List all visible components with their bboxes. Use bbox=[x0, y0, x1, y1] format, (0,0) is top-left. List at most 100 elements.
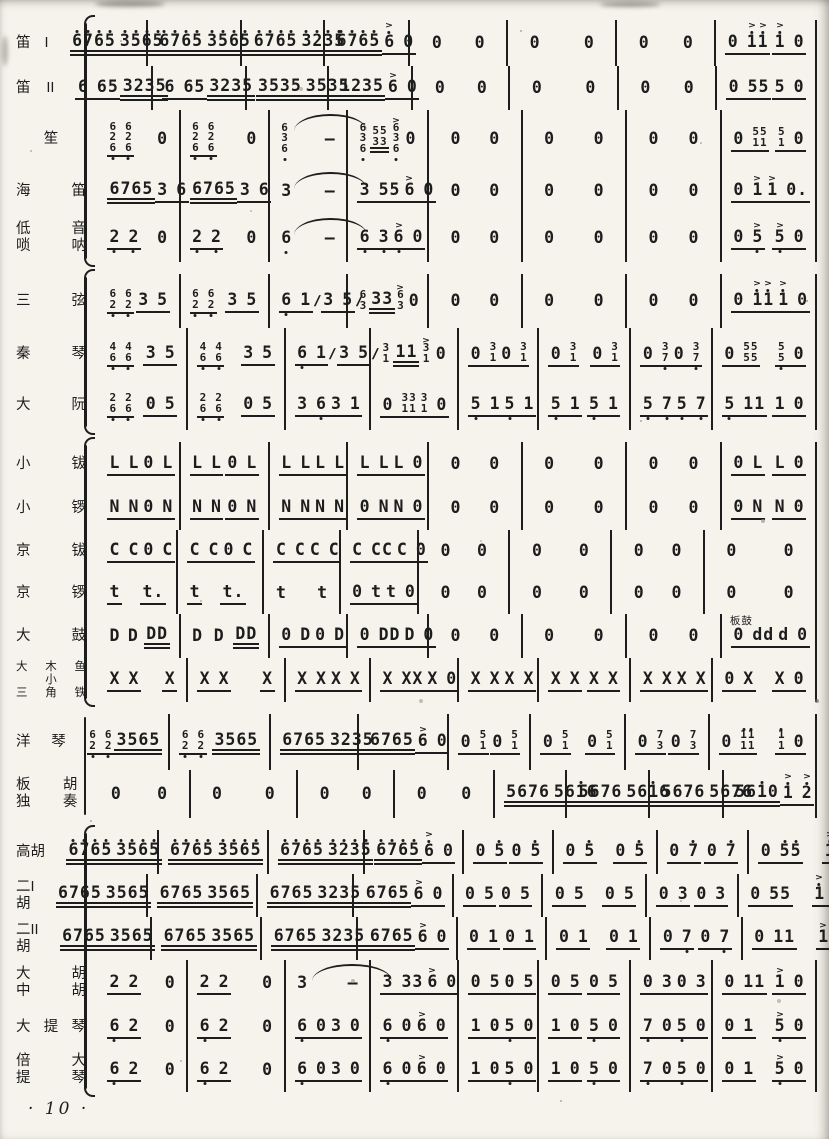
measure: 6 7 6 5 6 >0 bbox=[358, 917, 458, 960]
note-group: t bbox=[107, 582, 122, 605]
note-group: 6 >0 bbox=[385, 71, 420, 100]
instrument-label-text: 三 bbox=[16, 292, 31, 309]
note-group: 0 bbox=[246, 128, 257, 148]
staff-group: 笛 I 6 7 6 5 3 5 6 5 6 7 6 5 3 5 6 5 6 7 6 5 3 2 3 5 6 7 6 5 6 >0 0 0 0 0 0 0 0… bbox=[4, 15, 819, 267]
measure: 6 7 6 5 6 >0 bbox=[359, 714, 450, 770]
note-group: 0 bbox=[434, 77, 445, 97]
staff-row-diyin-suona: 低音唢呐 2 2 0 2 2 0 6—6 3 6 >0 0 0 0 0 0 0 0 5 >5 >0 bbox=[4, 214, 819, 262]
instrument-label: 二胡 II bbox=[4, 917, 39, 960]
measure: 6 0 6 >0 bbox=[371, 1006, 460, 1048]
instrument-label-text: 唢 bbox=[16, 238, 31, 254]
note-group: 0 bbox=[593, 290, 604, 310]
note-group: — bbox=[324, 227, 335, 247]
note-group: 0 bbox=[726, 540, 737, 560]
note-group: 0 bbox=[640, 77, 651, 97]
note-group: 0 bbox=[450, 227, 461, 247]
note-group: 6 >0 bbox=[381, 21, 416, 55]
staff-row-dagu: 大鼓 D D D D D D D D 0 D 0 D 0 D D D 0 0 0 0 0 0 0 板鼓 0 d d d 0 bbox=[4, 614, 819, 658]
note-group: D bbox=[192, 625, 203, 645]
instrument-label-text: 大 bbox=[71, 1053, 87, 1069]
instrument-label-text: 笛 bbox=[16, 79, 31, 96]
instrument-label-text: 钹 bbox=[71, 455, 87, 472]
note-group: 0 bbox=[648, 180, 659, 200]
instrument-label: 板 胡独 奏 bbox=[4, 770, 77, 818]
note-group: 0 bbox=[157, 128, 168, 148]
note-group: 6 >0 bbox=[401, 174, 436, 203]
note-group: 0 bbox=[688, 497, 699, 517]
note-group: 0 bbox=[688, 290, 699, 310]
note-group: — bbox=[347, 972, 358, 992]
measure: 3 5 5 6 >0 bbox=[348, 168, 436, 214]
instrument-label-text: II bbox=[46, 79, 55, 96]
note-group: 0 bbox=[435, 343, 446, 363]
measure-strip: 6 7 6 5 3 5 6 5 6 7 6 5 3 5 6 5 6 7 6 5 3 2 3 5 6 7 6 5 6 >0 0 0 0 0 0 0 0 1 >… bbox=[61, 20, 818, 66]
measure: 6 3 6 >0 bbox=[348, 214, 429, 262]
note-group: 5 >0 bbox=[772, 1053, 806, 1085]
instrument-label-text: 音 bbox=[71, 221, 87, 237]
note-group: 0 bbox=[440, 582, 451, 602]
note-group: 0 bbox=[531, 582, 542, 602]
instrument-label-text: 倍 bbox=[16, 1053, 31, 1069]
note-group: 0 bbox=[531, 77, 542, 97]
staff-row-erhu-2: 二胡 II 6 7 6 5 3 5 6 5 6 7 6 5 3 5 6 5 6 7 6 5 3 2 3 5 6 7 6 5 6 >0 0 1 0 1 0… bbox=[4, 917, 829, 960]
note-group: 0 bbox=[157, 783, 168, 803]
instrument-label-text: II bbox=[30, 921, 39, 938]
note-group: 0 bbox=[648, 227, 659, 247]
